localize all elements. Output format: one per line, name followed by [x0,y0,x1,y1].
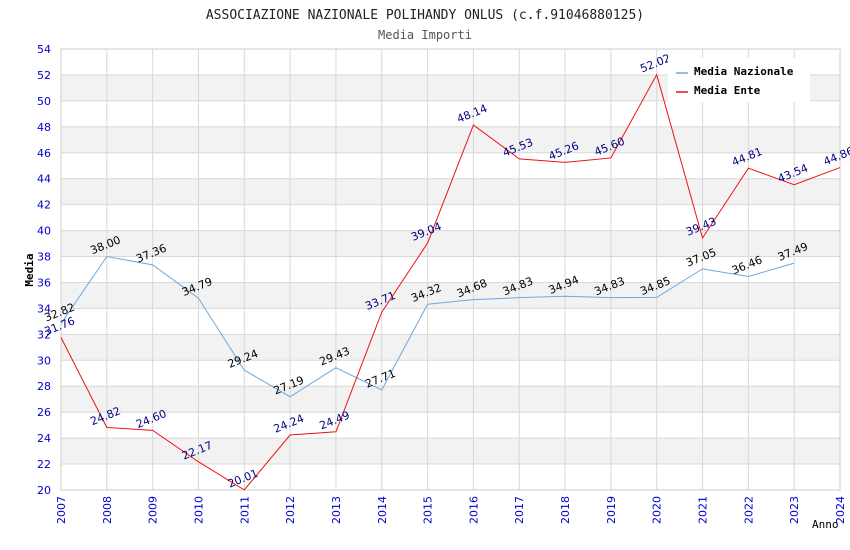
y-tick-label: 24 [37,432,51,445]
series-lines [60,73,841,491]
grid-band [61,126,840,153]
x-tick-label: 2012 [284,496,297,524]
y-tick-label: 44 [37,173,51,186]
x-tick-label: 2011 [238,496,251,524]
chart-title: ASSOCIAZIONE NAZIONALE POLIHANDY ONLUS (… [206,8,644,23]
x-tick-label: 2007 [55,496,68,524]
data-label: 52.02 [638,52,672,76]
data-label: 20.01 [226,467,260,491]
x-tick-label: 2014 [376,496,389,524]
x-tick-label: 2009 [147,496,160,524]
x-axis-ticks: 2007 2008 2009 2010 2011 2012 2013 2014 2015 2016… [55,496,847,524]
legend-label-media-ente: Media Ente [694,84,761,97]
grid-band [61,282,840,309]
x-tick-label: 2013 [330,496,343,524]
x-tick-label: 2015 [422,496,435,524]
series-line-media-nazionale [60,255,795,398]
x-tick-label: 2021 [697,496,710,524]
x-tick-label: 2018 [559,496,572,524]
y-tick-label: 32 [37,328,51,341]
y-tick-label: 48 [37,121,51,134]
y-tick-label: 30 [37,354,51,367]
grid-lines [60,48,841,491]
x-tick-label: 2020 [651,496,664,524]
data-label: 24.24 [272,412,306,436]
grid-band [61,438,840,465]
x-tick-label: 2022 [742,496,755,524]
x-tick-label: 2016 [467,496,480,524]
y-tick-label: 22 [37,458,51,471]
x-axis-label: Anno [812,518,839,531]
y-tick-label: 34 [37,302,51,315]
y-tick-label: 52 [37,69,51,82]
y-tick-label: 40 [37,225,51,238]
x-tick-label: 2024 [834,496,847,524]
y-axis-ticks: 20 22 24 26 28 30 32 34 36 38 40 42 44 46 48 50 52 54 [37,43,51,497]
x-tick-label: 2019 [605,496,618,524]
chart-subtitle: Media Importi [378,28,472,42]
data-label: 48.14 [455,102,489,126]
x-tick-label: 2008 [101,496,114,524]
legend-label-media-nazionale: Media Nazionale [694,65,794,78]
grid-band [61,178,840,205]
y-tick-label: 20 [37,484,51,497]
grid-band [61,334,840,361]
grid-band [61,386,840,413]
y-tick-label: 26 [37,406,51,419]
y-tick-label: 38 [37,251,51,264]
plot-frame [60,48,841,491]
x-tick-label: 2023 [788,496,801,524]
y-tick-label: 36 [37,276,51,289]
grid-bands [61,74,840,465]
legend: Media Nazionale Media Ente [668,58,810,102]
y-tick-label: 54 [37,43,51,56]
grid-band [61,230,840,257]
series-line-media-ente [60,73,841,491]
y-tick-label: 50 [37,95,51,108]
y-tick-label: 42 [37,199,51,212]
legend-box [668,58,810,102]
x-tick-label: 2010 [192,496,205,524]
y-tick-label: 28 [37,380,51,393]
y-tick-label: 46 [37,147,51,160]
x-tick-label: 2017 [513,496,526,524]
y-axis-label: Media [23,253,36,286]
